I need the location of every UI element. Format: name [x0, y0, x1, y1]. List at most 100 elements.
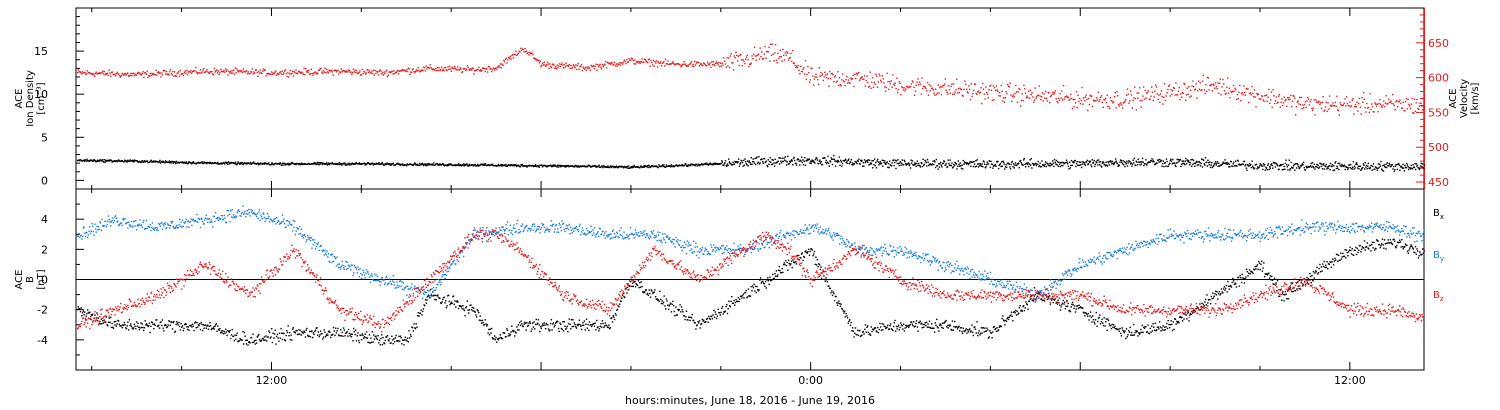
data-point [737, 55, 740, 57]
left-y-axis-title: ACEIon Density[cm⁻³] [14, 70, 47, 127]
data-point [989, 166, 992, 168]
data-point [1149, 161, 1151, 163]
data-point [818, 67, 820, 69]
data-point [295, 69, 297, 71]
data-point [1077, 94, 1079, 96]
data-point [731, 302, 734, 304]
data-point [1018, 167, 1020, 169]
data-point [278, 340, 280, 342]
data-point [923, 163, 925, 166]
data-point [845, 158, 847, 160]
data-point [294, 331, 296, 333]
data-point [1374, 102, 1376, 104]
data-point [1169, 162, 1171, 164]
data-point [1098, 100, 1100, 103]
data-point [946, 166, 949, 168]
data-point [1263, 165, 1265, 167]
data-point [1234, 87, 1236, 90]
data-point [219, 71, 221, 74]
data-point [168, 320, 171, 323]
data-point [728, 57, 730, 59]
data-point [1203, 163, 1205, 165]
data-point [326, 164, 328, 166]
data-point [448, 68, 450, 70]
data-point [1105, 101, 1108, 104]
data-point [83, 314, 85, 316]
data-point [261, 72, 263, 75]
data-point [1307, 96, 1309, 99]
data-point [348, 69, 351, 72]
data-point [476, 68, 478, 71]
data-point [197, 72, 199, 74]
data-point [585, 69, 587, 71]
data-point [243, 343, 245, 345]
data-point [902, 164, 905, 166]
data-point [1052, 160, 1054, 162]
data-point [801, 156, 803, 158]
data-point [271, 71, 273, 73]
data-point [1224, 93, 1226, 95]
data-point [474, 163, 476, 166]
data-point [822, 79, 824, 82]
data-point [165, 324, 167, 326]
data-point [638, 286, 640, 289]
data-point [948, 162, 950, 165]
data-point [718, 312, 721, 314]
data-point [617, 167, 619, 169]
data-point [1345, 105, 1347, 107]
data-point [1313, 99, 1315, 101]
data-point [402, 339, 404, 341]
data-point [1233, 90, 1235, 93]
data-point [712, 164, 714, 166]
data-point [763, 53, 765, 55]
data-point [1242, 94, 1244, 96]
data-point [730, 53, 732, 55]
data-point [1348, 164, 1350, 166]
data-point [1151, 158, 1153, 160]
data-point [254, 343, 256, 345]
data-point [265, 75, 267, 77]
data-point [481, 319, 484, 322]
data-point [626, 286, 629, 289]
data-point [714, 311, 716, 313]
data-point [939, 163, 941, 165]
data-point [1336, 165, 1338, 167]
data-point [287, 164, 289, 166]
data-point [199, 322, 201, 325]
data-point [195, 327, 197, 329]
data-point [274, 329, 276, 331]
data-point [847, 159, 849, 162]
data-point [770, 43, 772, 46]
data-point [1158, 158, 1161, 161]
data-point [1370, 165, 1373, 167]
data-point [124, 159, 126, 161]
data-point [1075, 163, 1078, 165]
data-point [517, 324, 519, 326]
data-point [1097, 91, 1099, 93]
data-point [193, 70, 195, 72]
data-point [186, 328, 189, 331]
data-point [550, 322, 552, 325]
data-point [1028, 90, 1030, 92]
data-point [935, 93, 938, 96]
data-point [816, 76, 818, 78]
data-point [476, 309, 478, 311]
data-point [755, 157, 758, 159]
data-point [274, 71, 276, 73]
data-point [1378, 102, 1380, 105]
data-point [1176, 94, 1179, 96]
data-point [463, 165, 466, 167]
data-point [615, 63, 617, 65]
data-point [1378, 166, 1380, 169]
data-point [1253, 89, 1256, 91]
data-point [1134, 86, 1136, 88]
data-point [616, 309, 618, 311]
data-point [703, 319, 705, 321]
data-point [229, 72, 231, 74]
data-point [339, 334, 341, 337]
data-point [453, 303, 455, 305]
data-point [403, 344, 405, 346]
data-point [743, 164, 746, 166]
data-point [1035, 97, 1037, 99]
data-point [1196, 160, 1198, 163]
